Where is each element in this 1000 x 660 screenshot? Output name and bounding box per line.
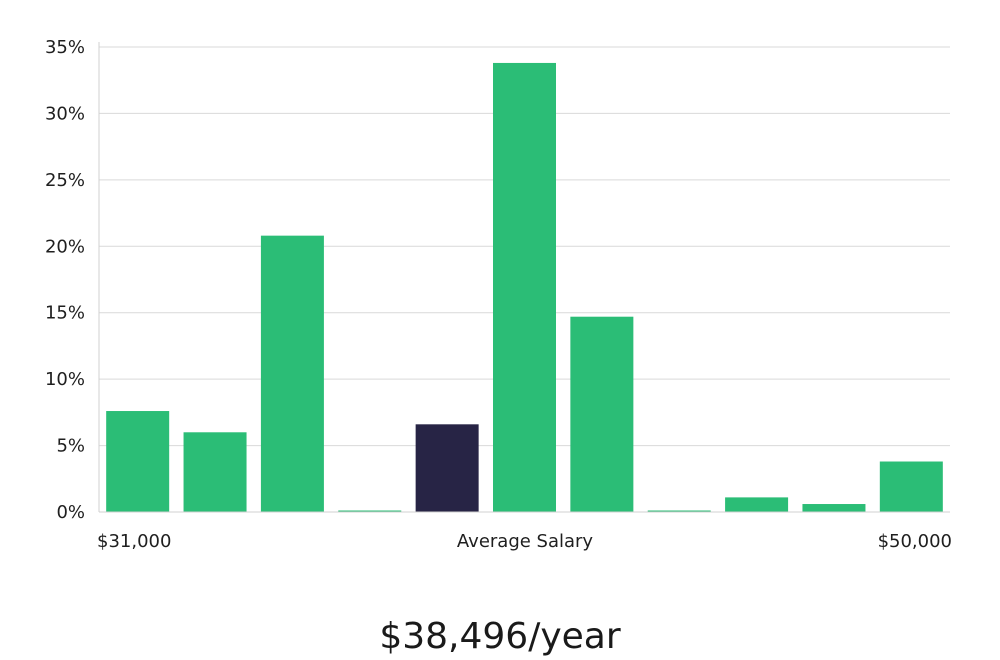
bar [260, 235, 324, 512]
bars [106, 62, 943, 512]
average-salary-value: $38,496/year [379, 616, 621, 657]
y-tick-label: 20% [45, 236, 85, 257]
y-tick-label: 0% [56, 502, 85, 523]
bar-average-highlight [415, 424, 479, 512]
bar [879, 461, 943, 512]
x-label-average: Average Salary [457, 531, 594, 552]
y-axis-ticks: 0% 5% 10% 15% 20% 25% 30% 35% [45, 37, 85, 523]
bar [802, 504, 866, 512]
x-label-max: $50,000 [878, 531, 952, 552]
y-tick-label: 30% [45, 103, 85, 124]
y-tick-label: 35% [45, 37, 85, 58]
bar [106, 411, 170, 512]
x-label-min: $31,000 [97, 531, 171, 552]
bar [183, 432, 247, 512]
y-tick-label: 10% [45, 369, 85, 390]
bar [725, 497, 789, 512]
bar [647, 510, 711, 512]
bar [493, 62, 556, 512]
y-tick-label: 15% [45, 303, 85, 324]
bar [570, 316, 634, 512]
y-tick-label: 25% [45, 170, 85, 191]
bar [338, 510, 402, 512]
y-tick-label: 5% [56, 436, 85, 457]
